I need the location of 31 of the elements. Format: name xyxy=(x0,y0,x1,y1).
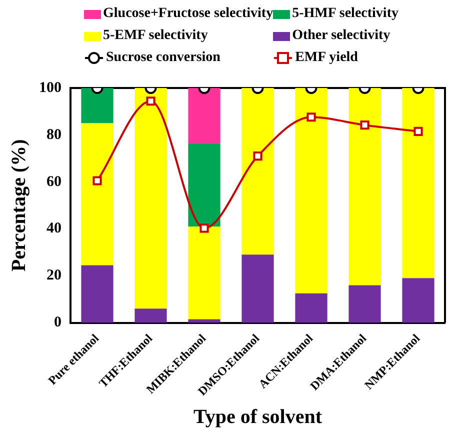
bar xyxy=(134,308,167,323)
y-tick-label: 40 xyxy=(46,220,62,237)
y-tick-label: 100 xyxy=(39,80,62,96)
bar xyxy=(402,278,434,323)
bar xyxy=(188,319,220,323)
y-tick-label: 20 xyxy=(46,268,62,284)
bar xyxy=(295,88,328,294)
y-tick-label: 60 xyxy=(46,174,62,190)
bar xyxy=(242,88,274,255)
bar xyxy=(348,88,381,286)
legend-label: Other selectivity xyxy=(292,28,390,44)
bar xyxy=(188,88,220,144)
bar xyxy=(348,285,381,323)
bar xyxy=(81,123,114,266)
bar xyxy=(81,265,114,323)
legend-label: Glucose+Fructose selectivity xyxy=(103,6,274,22)
bar xyxy=(188,226,220,320)
legend-label: EMF yield xyxy=(295,50,358,66)
y-tick-label: 80 xyxy=(46,126,62,143)
bar xyxy=(188,143,220,227)
legend-label: 5-EMF selectivity xyxy=(103,28,208,44)
bar xyxy=(81,88,114,124)
legend-label: Sucrose conversion xyxy=(106,50,220,66)
bar xyxy=(295,293,328,323)
legend-label: 5-HMF selectivity xyxy=(292,6,398,22)
y-axis-title: Percentage (%) xyxy=(8,139,30,272)
bar xyxy=(242,254,274,323)
bar xyxy=(134,88,167,309)
y-tick-label: 0 xyxy=(54,314,62,331)
x-axis-title: Type of solvent xyxy=(193,406,322,428)
bar xyxy=(402,88,434,278)
